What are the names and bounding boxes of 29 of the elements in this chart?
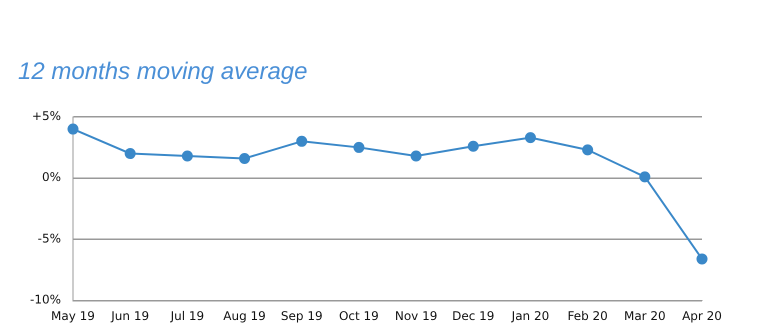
y-tick-label: -5% <box>38 231 61 246</box>
y-tick-label: 0% <box>42 170 61 184</box>
point <box>524 132 536 144</box>
y-tick-label: +5% <box>32 108 61 123</box>
point <box>639 171 650 182</box>
x-tick-label: Aug 19 <box>223 308 266 323</box>
point <box>239 152 250 164</box>
x-tick-label: Apr 20 <box>682 308 722 323</box>
point <box>582 144 594 156</box>
point <box>296 136 308 147</box>
point <box>182 150 193 162</box>
point <box>124 148 136 160</box>
point <box>353 142 364 153</box>
y-tick-label: -10% <box>30 292 61 307</box>
x-tick-label: Jun 19 <box>110 308 150 323</box>
x-tick-label: Oct 19 <box>338 308 379 323</box>
x-tick-label: Sep 19 <box>280 308 323 323</box>
point <box>68 124 78 135</box>
chart-title: 12 months moving average <box>18 58 308 86</box>
x-tick-label: Mar 20 <box>624 308 666 323</box>
x-tick-label: Jan 20 <box>510 308 550 323</box>
x-tick-label: Dec 19 <box>452 308 494 323</box>
x-tick-label: Nov 19 <box>394 308 438 323</box>
x-tick-label: May 19 <box>51 308 95 323</box>
x-tick-label: Jul 19 <box>170 308 204 323</box>
point <box>696 253 708 264</box>
point <box>410 150 422 162</box>
point <box>468 140 479 152</box>
x-tick-label: Feb 20 <box>567 308 608 323</box>
